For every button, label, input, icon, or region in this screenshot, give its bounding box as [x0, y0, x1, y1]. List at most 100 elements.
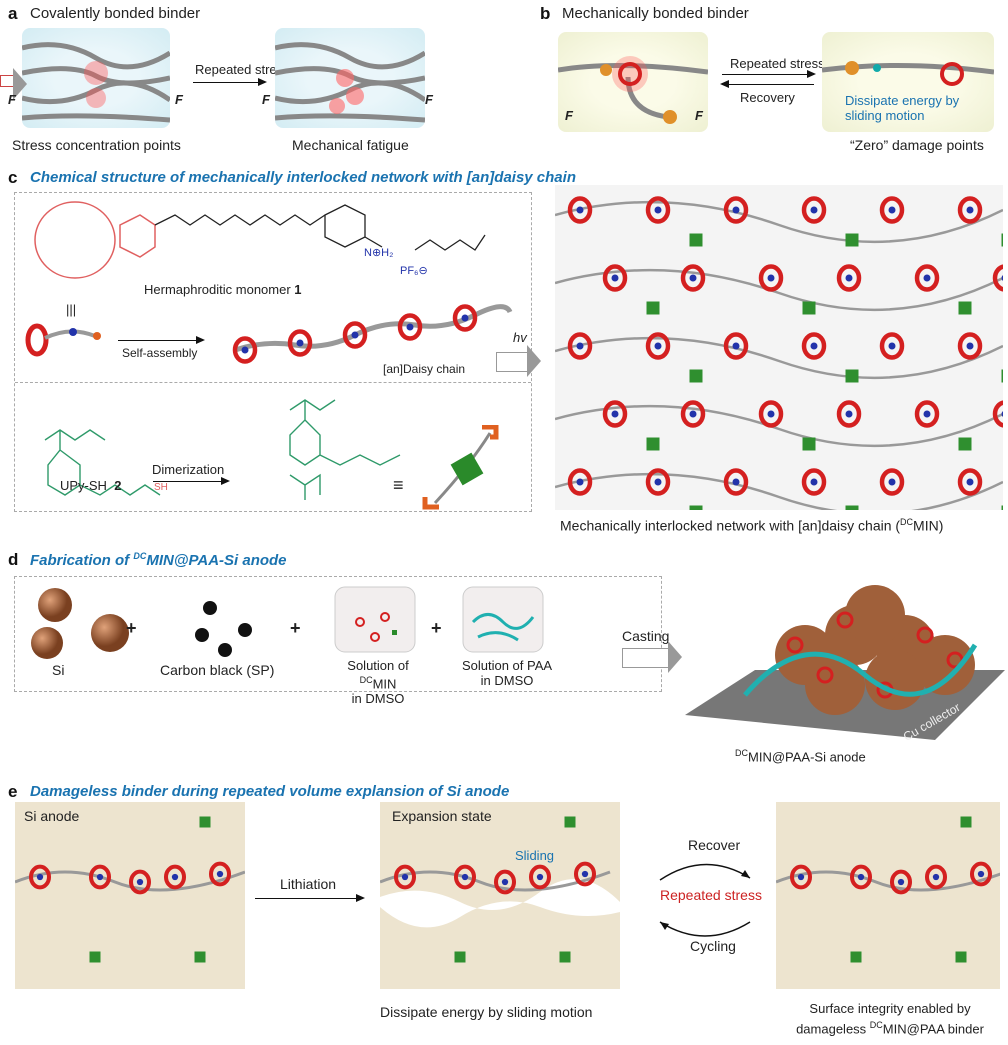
- ring-icon: [287, 329, 313, 357]
- si-particle-icon: [915, 635, 975, 695]
- ring-icon: [758, 264, 784, 292]
- network-caption: Mechanically interlocked network with [a…: [560, 517, 944, 534]
- equals-symbol: ≡: [393, 475, 404, 495]
- ring-icon: [680, 264, 706, 292]
- recovered-panel: [776, 802, 1000, 989]
- ring-icon: [924, 864, 948, 890]
- ring-icon: [879, 332, 905, 360]
- cycling-label: Cycling: [690, 938, 736, 954]
- mechanical-fatigue-image: [275, 28, 425, 128]
- upy-block-icon: [646, 437, 660, 451]
- upy-block-icon: [802, 437, 816, 451]
- si-particle-icon: [805, 655, 865, 715]
- force-label: F: [262, 92, 270, 107]
- upy-dimer-cartoon-icon: [422, 425, 499, 510]
- hv-label: hv: [513, 330, 527, 345]
- ring-icon: [128, 869, 152, 895]
- ammonium-bead-icon: [136, 878, 144, 886]
- ammonium-bead-icon: [1001, 275, 1003, 281]
- recovery-label: Recovery: [740, 90, 795, 105]
- recover-label: Recover: [688, 837, 741, 853]
- upy-block-icon: [454, 951, 466, 963]
- panel-e-letter: e: [8, 782, 18, 801]
- upy-block-icon: [850, 951, 862, 963]
- daisy-chain-icon: [232, 304, 513, 364]
- dimerization-label: Dimerization: [152, 462, 225, 477]
- expansion-label: Expansion state: [392, 808, 492, 824]
- ammonium-bead-icon: [932, 873, 940, 881]
- self-assembly-label: Self-assembly: [122, 346, 198, 360]
- upy-block-icon: [802, 301, 816, 315]
- ring-icon: [957, 468, 983, 496]
- mechanical-bond-image: [558, 32, 708, 132]
- force-label: F: [175, 92, 183, 107]
- ring-icon: [493, 869, 517, 895]
- divider: [15, 382, 531, 383]
- caption-fatigue: Mechanical fatigue: [292, 137, 409, 153]
- force-label: F: [695, 108, 703, 123]
- panel-c-letter: c: [8, 168, 18, 187]
- stress-concentration-image: [22, 28, 170, 128]
- panel-d-title: Fabrication of DCMIN@PAA-Si anode: [30, 551, 287, 569]
- panel-a-letter: a: [8, 4, 18, 23]
- si-label: Si: [52, 662, 65, 678]
- ring-icon: [801, 332, 827, 360]
- ammonium-bead-icon: [536, 873, 544, 881]
- ammonium-bead-icon: [296, 339, 304, 347]
- monomer-cartoon-icon: [25, 323, 101, 357]
- ammonium-bead-icon: [845, 410, 853, 418]
- si-anode-label: Si anode: [24, 808, 80, 824]
- monomer-structure: [34, 201, 486, 279]
- ring-icon: [801, 468, 827, 496]
- ammonium-bead-icon: [689, 410, 697, 418]
- upy-block-icon: [958, 301, 972, 315]
- upy-block-icon: [1001, 233, 1003, 247]
- force-label: F: [425, 92, 433, 107]
- ammonium-bead-icon: [888, 342, 896, 350]
- ammonium-bead-icon: [1001, 411, 1003, 417]
- anode-image: [685, 585, 1005, 740]
- repeated-stress-label: Repeated stress: [660, 887, 762, 903]
- ring-icon: [758, 400, 784, 428]
- ammonium-bead-icon: [810, 342, 818, 350]
- caption-surface-integrity: Surface integrity enabled by damageless D…: [796, 1001, 984, 1037]
- upy-block-icon: [960, 816, 972, 828]
- repeated-stress-label: Repeated stress: [730, 56, 825, 71]
- interlocked-network-image: [555, 185, 1003, 510]
- upy-structure: [44, 399, 401, 500]
- ammonium-bead-icon: [581, 870, 589, 878]
- arrow-right: [722, 69, 816, 78]
- ammonium-bead-icon: [654, 206, 662, 214]
- upy-block-icon: [845, 505, 859, 510]
- ammonium-bead-icon: [689, 274, 697, 282]
- ring-icon: [645, 468, 671, 496]
- network-chain: [555, 200, 1003, 244]
- upy-block-icon: [689, 505, 703, 510]
- panel-b-letter: b: [540, 4, 551, 23]
- ammonium-bead-icon: [845, 274, 853, 282]
- ring-icon: [723, 468, 749, 496]
- arrow-left: [720, 79, 814, 88]
- ring-icon: [232, 336, 258, 364]
- ring-icon: [567, 468, 593, 496]
- ring-icon: [992, 264, 1003, 292]
- ammonium-bead-icon: [171, 873, 179, 881]
- ammonium-bead-icon: [767, 410, 775, 418]
- plus-sign: +: [431, 618, 442, 638]
- cycle-arrows: [659, 863, 751, 937]
- arrow-right: [118, 335, 205, 344]
- panel-c-title: Chemical structure of mechanically inter…: [30, 169, 576, 186]
- beaker-paa-icon: [462, 586, 544, 653]
- ammonium-bead-icon: [611, 274, 619, 282]
- ring-icon: [208, 861, 232, 887]
- upy-block-icon: [194, 951, 206, 963]
- arrow-right: [255, 893, 365, 902]
- ammonium-bead-icon: [576, 206, 584, 214]
- ring-icon: [342, 321, 368, 349]
- caption-zero-damage: “Zero” damage points: [850, 137, 984, 153]
- ring-icon: [567, 332, 593, 360]
- panel-d-letter: d: [8, 550, 19, 569]
- ammonium-bead-icon: [977, 870, 985, 878]
- upy-block-icon: [89, 951, 101, 963]
- ammonium-bead-icon: [797, 873, 805, 881]
